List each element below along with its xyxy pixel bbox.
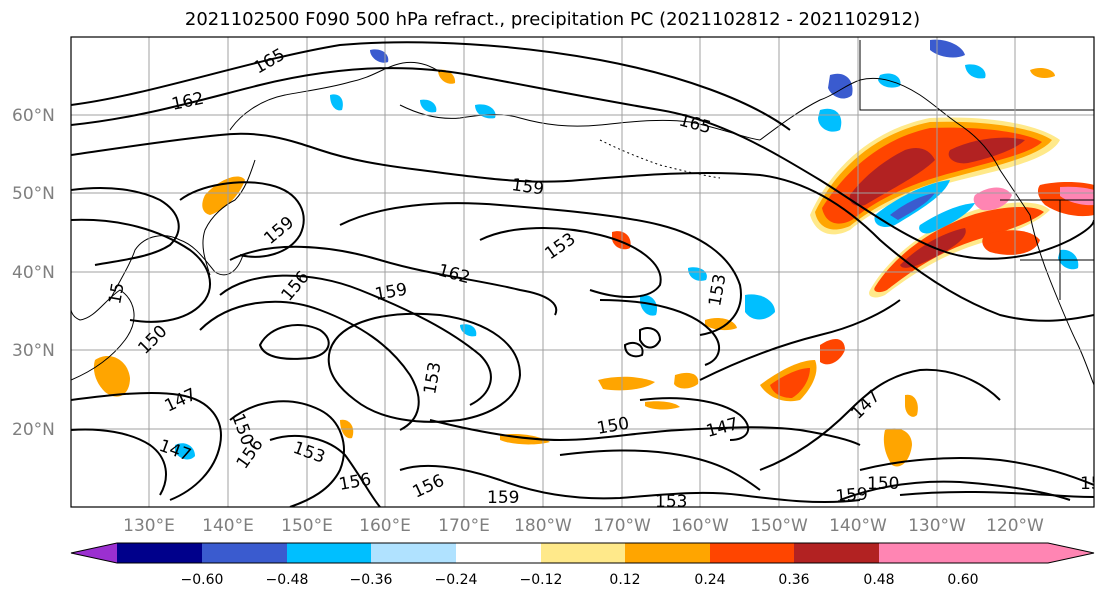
lat-label: 30°N [12, 341, 55, 361]
colorbar-segment [625, 543, 710, 563]
colorbar-segment [202, 543, 287, 563]
lon-label: 170°E [438, 516, 490, 536]
lon-label: 150°E [281, 516, 333, 536]
colorbar-segment [371, 543, 456, 563]
lon-label: 140°W [829, 516, 887, 536]
refractivity-contours [71, 41, 1094, 507]
contour-label: 150 [867, 474, 899, 494]
lat-label: 50°N [12, 184, 55, 204]
colorbar-extend-low [71, 543, 117, 563]
graticule [71, 37, 1094, 507]
colorbar-tick: 0.48 [863, 572, 894, 588]
colorbar-segment [710, 543, 794, 563]
colorbar-tick: −0.36 [350, 572, 393, 588]
contour-label: 159 [510, 175, 545, 199]
colorbar-segment [287, 543, 371, 563]
colorbar-segment [117, 543, 202, 563]
colorbar-tick: 0.12 [609, 572, 640, 588]
lat-label: 40°N [12, 263, 55, 283]
colorbar-tick: −0.24 [435, 572, 478, 588]
colorbar-segment [963, 543, 1048, 563]
lon-label: 160°E [359, 516, 411, 536]
lat-label: 20°N [12, 420, 55, 440]
lon-label: 130°W [908, 516, 966, 536]
lat-label: 60°N [12, 106, 55, 126]
colorbar-tick: −0.48 [266, 572, 309, 588]
lon-label: 180°W [514, 516, 572, 536]
lon-label: 120°W [986, 516, 1044, 536]
contour-label: 159 [487, 488, 519, 508]
colorbar-tick: 0.24 [694, 572, 725, 588]
latitude-labels: 60°N 50°N 40°N 30°N 20°N [12, 106, 55, 440]
colorbar-tick: 0.60 [947, 572, 978, 588]
colorbar-tick: 0.36 [778, 572, 809, 588]
contour-label: 15 [105, 281, 128, 306]
colorbar-tick: −0.12 [520, 572, 563, 588]
contour-label: 15 [1080, 474, 1102, 494]
longitude-labels: 130°E 140°E 150°E 160°E 170°E 180°W 170°… [123, 516, 1044, 536]
lon-label: 140°E [202, 516, 254, 536]
map-area: 165 162 159 153 162 159 156 150 147 147 … [71, 37, 1102, 512]
map-frame [70, 36, 1095, 508]
colorbar-segment [456, 543, 541, 563]
colorbar-outline [70, 542, 1095, 564]
lon-label: 160°W [671, 516, 729, 536]
colorbar-segment [879, 543, 963, 563]
colorbar-extend-high [1048, 543, 1094, 563]
colorbar-tick: −0.60 [181, 572, 224, 588]
colorbar-segment [541, 543, 625, 563]
coastlines [71, 40, 1094, 386]
lon-label: 170°W [593, 516, 651, 536]
colorbar: −0.60 −0.48 −0.36 −0.24 −0.12 0.12 0.24 … [70, 542, 1095, 588]
contour-label: 159 [835, 484, 869, 507]
lon-label: 150°W [750, 516, 808, 536]
colorbar-segment [794, 543, 879, 563]
map-title: 2021102500 F090 500 hPa refract., precip… [184, 9, 921, 30]
contour-label: 153 [655, 492, 687, 512]
lon-label: 130°E [123, 516, 175, 536]
